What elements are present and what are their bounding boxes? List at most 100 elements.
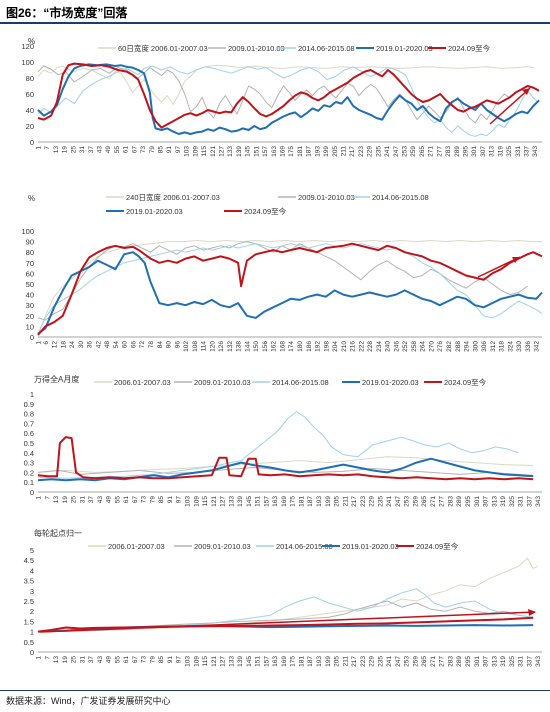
x-tick-label: 313 [491,496,498,507]
x-tick-label: 300 [472,341,479,352]
x-tick-label: 330 [516,341,523,352]
y-tick-label: 0 [30,333,34,342]
x-tick-label: 133 [228,656,235,667]
x-tick-label: 187 [306,146,313,157]
x-tick-label: 162 [271,341,278,352]
x-tick-label: 145 [246,656,253,667]
y-unit-label: % [28,37,35,46]
y-tick-label: 100 [21,227,34,236]
x-tick-label: 1 [36,496,43,500]
x-tick-label: 319 [497,146,504,157]
x-tick-label: 282 [446,341,453,352]
x-tick-label: 145 [245,146,252,157]
y-tick-label: 90 [26,238,34,247]
x-tick-label: 331 [518,656,525,667]
x-tick-label: 240 [385,341,392,352]
x-tick-label: 1 [36,656,43,660]
x-tick-label: 235 [377,496,384,507]
x-tick-label: 295 [463,146,470,157]
x-tick-label: 79 [149,656,156,664]
x-tick-label: 19 [62,496,69,504]
y-tick-label: 30 [26,301,34,310]
y-tick-label: 0.5 [24,439,34,448]
legend-label: 2014.06-2015.08 [298,44,355,53]
chart-panel-60d-breadth: % 0 20 40 60 80 100 120 1 7 13 19 25 31 37 43 49 55 61 67 73… [21,37,542,157]
legend-label: 2009.01-2010.03 [228,44,285,53]
x-tick-label: 55 [114,496,121,504]
x-tick-label: 54 [113,341,120,349]
legend-label: 2019.01-2020.03 [376,44,433,53]
x-tick-label: 6 [43,341,50,345]
y-tick-label: 2 [30,607,34,616]
x-tick-label: 109 [193,656,200,667]
x-tick-label: 216 [350,341,357,352]
trend-arrow [39,611,536,633]
y-tick-label: 0.2 [24,468,34,477]
y-tick-label: 3 [30,587,34,596]
x-tick-label: 187 [307,496,314,507]
x-tick-label: 169 [281,496,288,507]
trend-arrow-head [512,257,520,263]
x-tick-label: 271 [430,496,437,507]
y-tick-label: 80 [26,74,34,83]
x-tick-label: 133 [228,496,235,507]
x-tick-label: 312 [490,341,497,352]
legend-label: 2024.09至今 [416,541,459,551]
x-tick-label: 343 [535,656,542,667]
x-tick-label: 43 [97,146,104,154]
x-tick-label: 169 [280,146,287,157]
trend-arrow-head [522,88,530,95]
y-tick-label: 20 [26,122,34,131]
x-tick-label: 313 [491,656,498,667]
series-line-4 [37,616,534,633]
x-tick-label: 85 [158,496,165,504]
x-tick-label: 1 [36,341,43,345]
x-tick-label: 331 [518,496,525,507]
legend-label: 2024.09至今 [448,43,491,53]
x-tick-label: 30 [78,341,85,349]
x-tick-label: 301 [471,146,478,157]
x-tick-label: 138 [236,341,243,352]
series-line-1 [37,241,528,321]
x-tick-label: 283 [445,146,452,157]
legend-label: 2009.01-2010.03 [194,378,251,387]
x-tick-label: 306 [481,341,488,352]
x-tick-label: 7 [44,146,51,150]
y-tick-label: 4.5 [24,556,34,565]
y-tick-label: 0 [30,648,34,657]
legend-label: 2024.09至今 [244,206,287,216]
x-tick-label: 205 [334,656,341,667]
x-tick-label: 193 [316,656,323,667]
x-tick-label: 289 [454,146,461,157]
y-tick-label: 1 [30,390,34,399]
x-tick-label: 18 [60,341,67,349]
x-tick-label: 13 [53,496,60,504]
y-tick-label: 2.5 [24,597,34,606]
x-tick-label: 85 [158,656,165,664]
x-tick-label: 211 [342,496,349,507]
x-tick-label: 174 [288,341,295,352]
x-tick-label: 7 [44,496,51,500]
x-tick-label: 294 [464,341,471,352]
x-tick-label: 103 [185,656,192,667]
x-tick-label: 217 [349,146,356,157]
x-tick-label: 198 [323,341,330,352]
x-tick-label: 73 [141,496,148,504]
x-tick-label: 318 [499,341,506,352]
x-tick-label: 156 [262,341,269,352]
x-tick-label: 157 [263,656,270,667]
x-tick-label: 247 [395,656,402,667]
y-tick-label: 20 [26,312,34,321]
x-tick-label: 31 [79,656,86,664]
x-tick-label: 163 [271,146,278,157]
x-tick-label: 325 [509,656,516,667]
x-tick-label: 210 [341,341,348,352]
x-tick-label: 288 [455,341,462,352]
x-tick-label: 163 [272,496,279,507]
x-tick-label: 36 [87,341,94,349]
x-tick-label: 229 [369,496,376,507]
y-unit-label: % [28,194,35,203]
x-tick-label: 217 [351,496,358,507]
y-tick-label: 0 [30,488,34,497]
